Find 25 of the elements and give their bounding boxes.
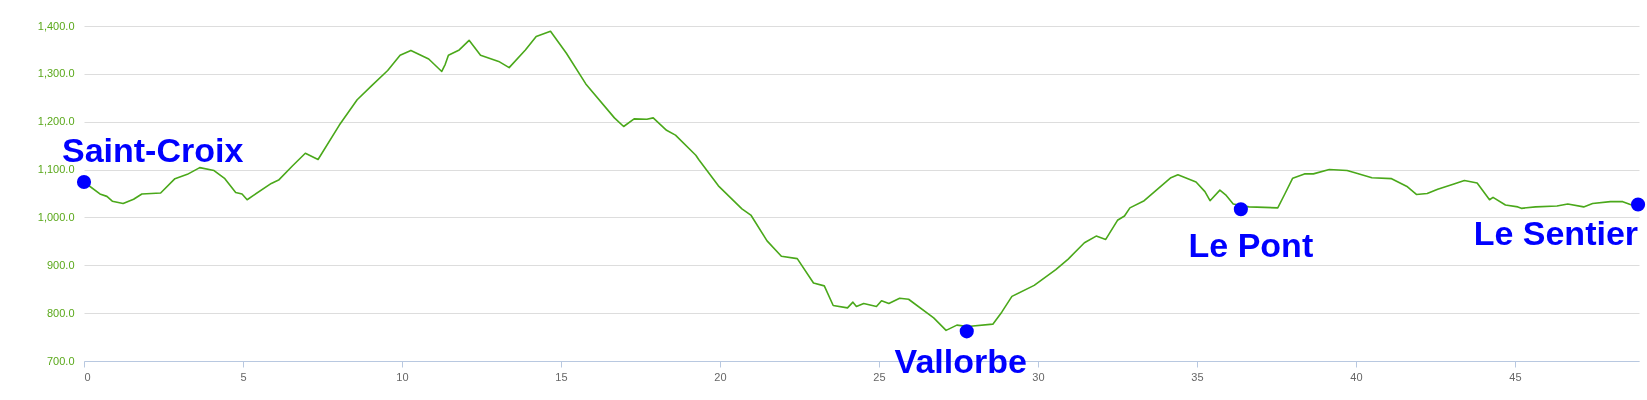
- x-tick-label: 10: [396, 370, 409, 383]
- point: [76, 174, 92, 190]
- x-tick-label: 5: [240, 370, 247, 383]
- y-tick-label: 900.0: [46, 258, 75, 271]
- y-tick-label: 1,400.0: [37, 19, 75, 32]
- x-tick-label: 25: [873, 370, 886, 383]
- x-tick-label: 0: [84, 370, 91, 383]
- point: [959, 324, 974, 339]
- x-tick-label: 35: [1191, 370, 1204, 383]
- annotation: Le Sentier: [1473, 213, 1639, 252]
- y-tick-label: 1,000.0: [37, 210, 75, 223]
- x-tick-label: 40: [1350, 370, 1363, 383]
- x-tick-label: 30: [1032, 370, 1045, 383]
- annotation: Vallorbe: [894, 342, 1027, 381]
- annotation: Le Pont: [1188, 226, 1314, 265]
- y-tick-label: 700.0: [46, 354, 75, 367]
- y-tick-label: 1,200.0: [37, 115, 75, 128]
- x-tick-label: 45: [1509, 370, 1522, 383]
- y-tick-label: 1,300.0: [37, 67, 75, 80]
- point: [1630, 197, 1646, 212]
- x-tick-label: 20: [714, 370, 727, 383]
- x-tick-label: 15: [555, 370, 568, 383]
- y-tick-label: 1,100.0: [37, 163, 75, 176]
- y-tick-label: 800.0: [46, 306, 75, 319]
- point: [1233, 202, 1248, 217]
